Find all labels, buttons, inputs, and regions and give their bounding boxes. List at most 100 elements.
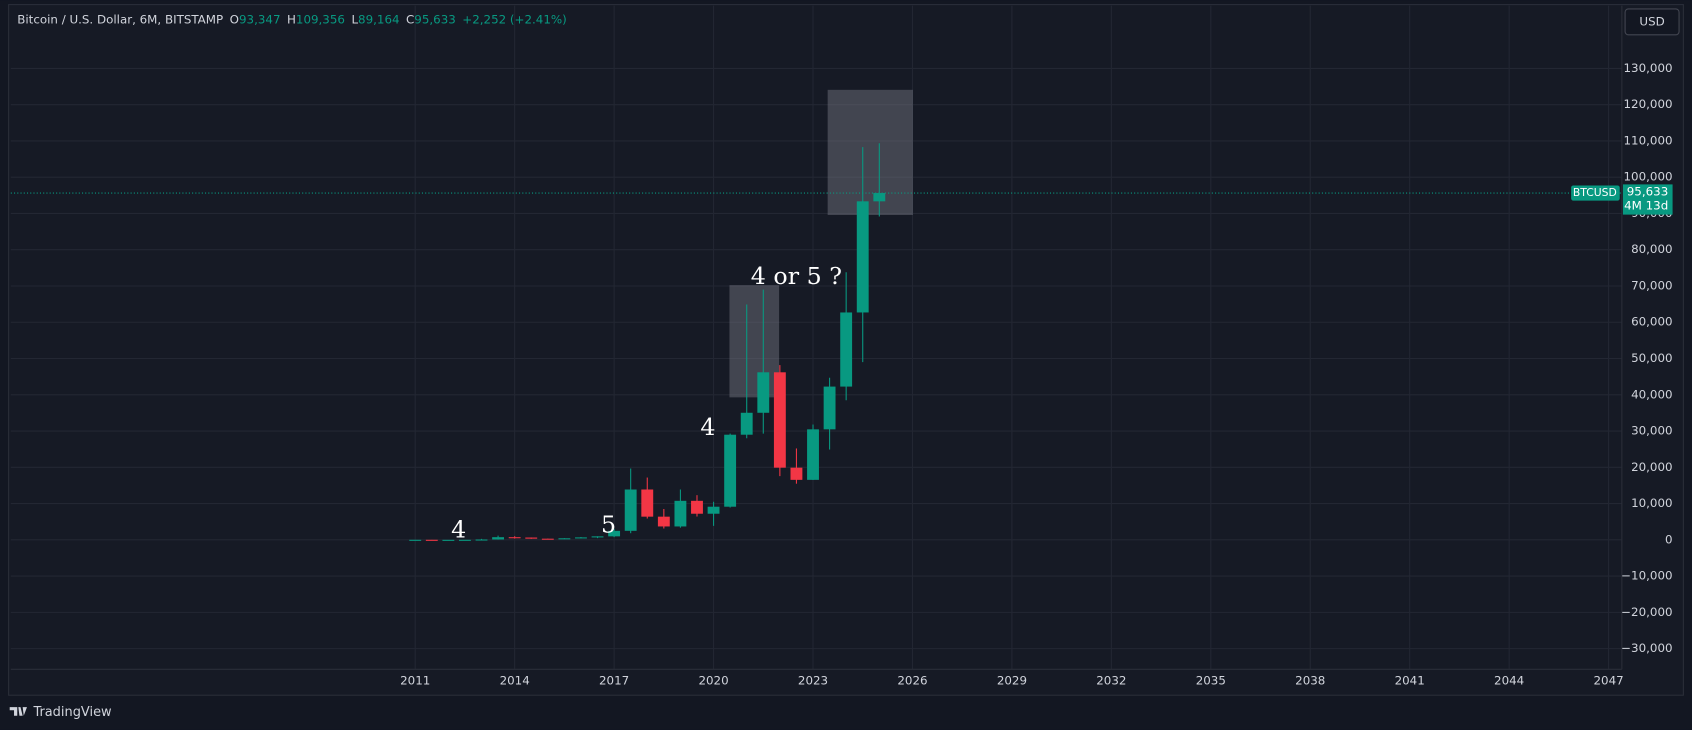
candle-body [591, 536, 604, 538]
annotation: 4 or 5 ? [751, 262, 842, 290]
y-tick-label: 0 [1665, 532, 1673, 546]
x-tick-label: 2011 [400, 674, 430, 688]
highlight-box [729, 285, 780, 398]
candle [807, 424, 819, 481]
y-tick-label: 80,000 [1631, 242, 1673, 256]
brand: TradingView [32, 705, 112, 720]
legend-header: Bitcoin / U.S. Dollar, 6M, BITSTAMP O93,3… [17, 12, 567, 26]
candle [558, 538, 571, 540]
currency-button[interactable]: USD [1624, 8, 1680, 36]
label: O [230, 12, 239, 26]
candle-body [757, 372, 770, 413]
candle [608, 529, 621, 538]
logo: TradingView [9, 705, 112, 720]
y-tick-label: 120,000 [1624, 97, 1673, 111]
x-tick-label: 2014 [500, 674, 530, 688]
candle-body [840, 312, 853, 387]
price-tag-value: 95,633 [1627, 184, 1669, 198]
candle [757, 289, 770, 434]
x-tick-label: 2038 [1295, 674, 1325, 688]
candle-body [691, 500, 703, 514]
x-tick-label: 2029 [997, 674, 1027, 688]
candle [773, 365, 786, 477]
x-tick-label: 2044 [1494, 674, 1524, 688]
label: H [287, 12, 296, 26]
price-tag-countdown: 4M 13d [1624, 198, 1668, 212]
candle-body [873, 193, 886, 202]
change: +2,252 (+2.41%) [462, 12, 567, 26]
candle [541, 538, 554, 540]
candle-body [492, 537, 505, 540]
candle-body [740, 412, 753, 435]
y-tick-label: 40,000 [1631, 387, 1673, 401]
value: 89,164 [358, 12, 400, 26]
value: 93,347 [239, 12, 281, 26]
candle [856, 147, 869, 363]
value: 109,356 [296, 12, 345, 26]
value: 95,633 [414, 12, 455, 26]
candle-body [856, 201, 869, 313]
x-tick-label: 2023 [798, 674, 828, 688]
candle [442, 539, 455, 541]
button-label[interactable]: USD [1639, 14, 1664, 28]
candle-body [624, 489, 637, 531]
y-tick-label: 100,000 [1624, 170, 1673, 184]
label: C [406, 12, 414, 26]
candle [823, 377, 836, 450]
candle-body [773, 372, 786, 468]
price-tag [1622, 184, 1673, 215]
candle [508, 536, 521, 539]
candle-body [459, 539, 471, 541]
candle-body [724, 434, 737, 507]
y-tick-label: 30,000 [1631, 424, 1673, 438]
y-tick-label: 10,000 [1631, 496, 1673, 510]
candle [425, 539, 438, 541]
x-tick-label: 2047 [1594, 674, 1624, 688]
x-tick-label: 2032 [1096, 674, 1126, 688]
candle [475, 538, 488, 541]
candle [707, 501, 720, 526]
x-tick-label: 2041 [1395, 674, 1425, 688]
label: L [351, 12, 358, 26]
candle [657, 509, 670, 529]
candle-body [442, 539, 455, 541]
candle-body [823, 386, 836, 430]
y-tick-label: −10,000 [1621, 569, 1672, 583]
candle [790, 448, 803, 484]
x-tick-label: 2026 [897, 674, 927, 688]
candle-body [707, 506, 720, 514]
candle [674, 489, 687, 528]
candle-body [657, 516, 670, 527]
candle [873, 143, 886, 217]
candle-body [608, 530, 621, 537]
annotation: 4 [451, 516, 466, 544]
x-tick-label: 2017 [599, 674, 629, 688]
symbol-title: Bitcoin / U.S. Dollar, 6M, BITSTAMP [17, 12, 223, 26]
y-tick-label: 130,000 [1624, 61, 1673, 75]
symbol-tag-label: BTCUSD [1573, 186, 1617, 199]
annotation: 4 [700, 413, 715, 441]
candle-body [558, 538, 571, 540]
candle [409, 539, 422, 541]
candle-body [790, 467, 803, 480]
candle [740, 304, 753, 439]
logo-icon [9, 707, 27, 716]
candle [591, 536, 604, 539]
candle-body [508, 537, 521, 539]
candle-body [541, 538, 554, 540]
x-tick-label: 2035 [1196, 674, 1226, 688]
candle-body [575, 537, 587, 539]
candle-body [807, 429, 819, 480]
y-tick-label: −20,000 [1621, 605, 1672, 619]
candle-body [475, 539, 488, 541]
candle [724, 433, 737, 508]
candle-body [641, 489, 654, 517]
candle [840, 272, 853, 401]
candle [575, 537, 587, 539]
candle [641, 477, 654, 519]
y-tick-label: −30,000 [1621, 641, 1672, 655]
button-frame[interactable] [1624, 8, 1680, 36]
x-tick-label: 2020 [698, 674, 728, 688]
highlight-box [827, 89, 913, 216]
y-tick-label: 110,000 [1624, 133, 1673, 147]
